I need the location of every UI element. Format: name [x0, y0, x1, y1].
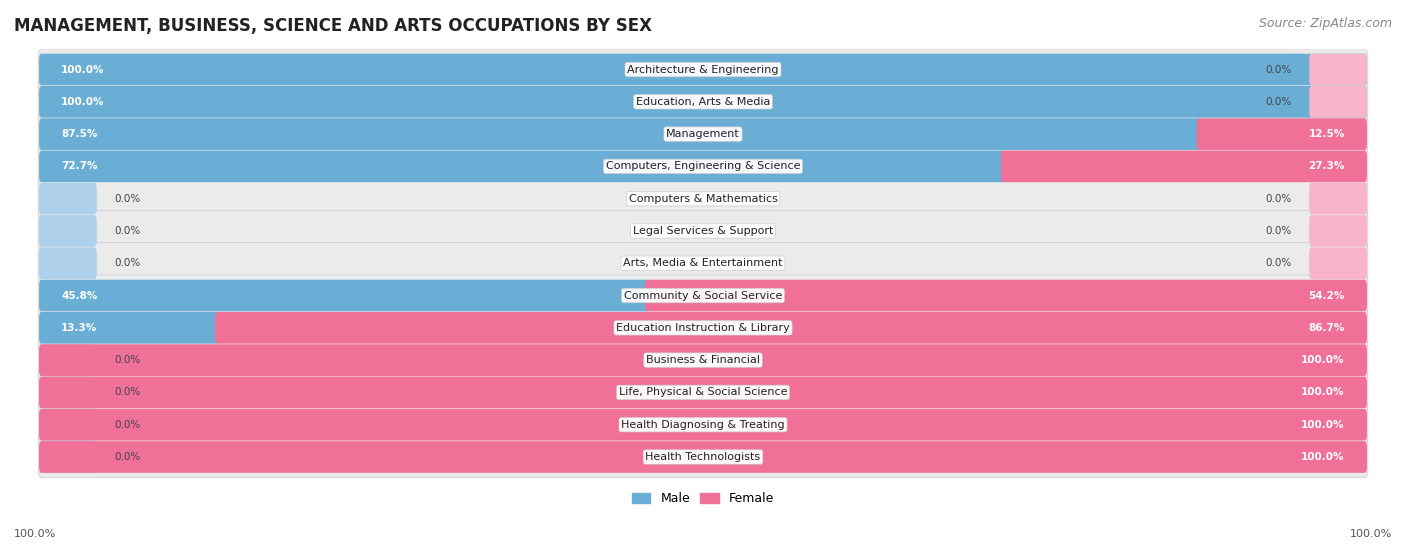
FancyBboxPatch shape: [645, 280, 1367, 311]
Text: 72.7%: 72.7%: [62, 162, 98, 172]
Text: Legal Services & Support: Legal Services & Support: [633, 226, 773, 236]
Text: 100.0%: 100.0%: [1301, 452, 1344, 462]
Text: 0.0%: 0.0%: [1265, 97, 1292, 107]
FancyBboxPatch shape: [38, 372, 1368, 413]
Text: 0.0%: 0.0%: [114, 355, 141, 365]
FancyBboxPatch shape: [1309, 248, 1367, 279]
Text: 0.0%: 0.0%: [114, 258, 141, 268]
FancyBboxPatch shape: [38, 307, 1368, 348]
Text: 0.0%: 0.0%: [1265, 64, 1292, 74]
FancyBboxPatch shape: [1197, 119, 1367, 150]
FancyBboxPatch shape: [39, 409, 1367, 440]
Text: 100.0%: 100.0%: [1301, 355, 1344, 365]
FancyBboxPatch shape: [38, 146, 1368, 187]
Text: Management: Management: [666, 129, 740, 139]
FancyBboxPatch shape: [38, 178, 1368, 219]
Text: Education, Arts & Media: Education, Arts & Media: [636, 97, 770, 107]
FancyBboxPatch shape: [38, 243, 1368, 284]
Text: Education Instruction & Library: Education Instruction & Library: [616, 323, 790, 333]
FancyBboxPatch shape: [1309, 86, 1367, 117]
Text: Health Diagnosing & Treating: Health Diagnosing & Treating: [621, 420, 785, 430]
Text: Business & Financial: Business & Financial: [645, 355, 761, 365]
Text: 0.0%: 0.0%: [1265, 226, 1292, 236]
Text: MANAGEMENT, BUSINESS, SCIENCE AND ARTS OCCUPATIONS BY SEX: MANAGEMENT, BUSINESS, SCIENCE AND ARTS O…: [14, 17, 652, 35]
Text: Life, Physical & Social Science: Life, Physical & Social Science: [619, 387, 787, 397]
Text: Community & Social Service: Community & Social Service: [624, 291, 782, 301]
FancyBboxPatch shape: [39, 312, 219, 344]
Text: 100.0%: 100.0%: [62, 64, 105, 74]
FancyBboxPatch shape: [38, 275, 1368, 316]
FancyBboxPatch shape: [38, 437, 1368, 477]
FancyBboxPatch shape: [39, 344, 97, 376]
Text: Computers & Mathematics: Computers & Mathematics: [628, 193, 778, 203]
FancyBboxPatch shape: [39, 54, 1367, 86]
Text: 86.7%: 86.7%: [1309, 323, 1344, 333]
FancyBboxPatch shape: [39, 280, 650, 311]
FancyBboxPatch shape: [39, 183, 97, 215]
Text: 100.0%: 100.0%: [62, 97, 105, 107]
FancyBboxPatch shape: [38, 339, 1368, 381]
FancyBboxPatch shape: [39, 215, 97, 247]
FancyBboxPatch shape: [1001, 150, 1367, 182]
Text: Source: ZipAtlas.com: Source: ZipAtlas.com: [1258, 17, 1392, 30]
Text: Architecture & Engineering: Architecture & Engineering: [627, 64, 779, 74]
FancyBboxPatch shape: [1309, 215, 1367, 247]
FancyBboxPatch shape: [39, 409, 97, 440]
FancyBboxPatch shape: [38, 113, 1368, 155]
FancyBboxPatch shape: [215, 312, 1367, 344]
Text: 100.0%: 100.0%: [14, 529, 56, 539]
FancyBboxPatch shape: [1309, 183, 1367, 215]
FancyBboxPatch shape: [38, 404, 1368, 446]
FancyBboxPatch shape: [39, 344, 1367, 376]
FancyBboxPatch shape: [39, 248, 97, 279]
Text: 54.2%: 54.2%: [1309, 291, 1344, 301]
Text: 12.5%: 12.5%: [1309, 129, 1344, 139]
Text: 0.0%: 0.0%: [114, 452, 141, 462]
Text: Health Technologists: Health Technologists: [645, 452, 761, 462]
FancyBboxPatch shape: [39, 377, 1367, 408]
Text: 0.0%: 0.0%: [114, 193, 141, 203]
Text: 0.0%: 0.0%: [114, 420, 141, 430]
Text: 0.0%: 0.0%: [1265, 258, 1292, 268]
Legend: Male, Female: Male, Female: [627, 487, 779, 510]
Text: 0.0%: 0.0%: [1265, 193, 1292, 203]
Text: 100.0%: 100.0%: [1301, 420, 1344, 430]
Text: 45.8%: 45.8%: [62, 291, 97, 301]
FancyBboxPatch shape: [38, 81, 1368, 122]
Text: 0.0%: 0.0%: [114, 387, 141, 397]
Text: 13.3%: 13.3%: [62, 323, 97, 333]
Text: 0.0%: 0.0%: [114, 226, 141, 236]
Text: 87.5%: 87.5%: [62, 129, 97, 139]
Text: 100.0%: 100.0%: [1301, 387, 1344, 397]
FancyBboxPatch shape: [38, 49, 1368, 90]
FancyBboxPatch shape: [39, 377, 97, 408]
FancyBboxPatch shape: [1309, 54, 1367, 86]
FancyBboxPatch shape: [39, 150, 1005, 182]
Text: Computers, Engineering & Science: Computers, Engineering & Science: [606, 162, 800, 172]
FancyBboxPatch shape: [39, 119, 1202, 150]
FancyBboxPatch shape: [39, 86, 1367, 117]
Text: 27.3%: 27.3%: [1309, 162, 1344, 172]
Text: Arts, Media & Entertainment: Arts, Media & Entertainment: [623, 258, 783, 268]
FancyBboxPatch shape: [39, 441, 97, 473]
FancyBboxPatch shape: [38, 210, 1368, 252]
FancyBboxPatch shape: [39, 441, 1367, 473]
Text: 100.0%: 100.0%: [1350, 529, 1392, 539]
